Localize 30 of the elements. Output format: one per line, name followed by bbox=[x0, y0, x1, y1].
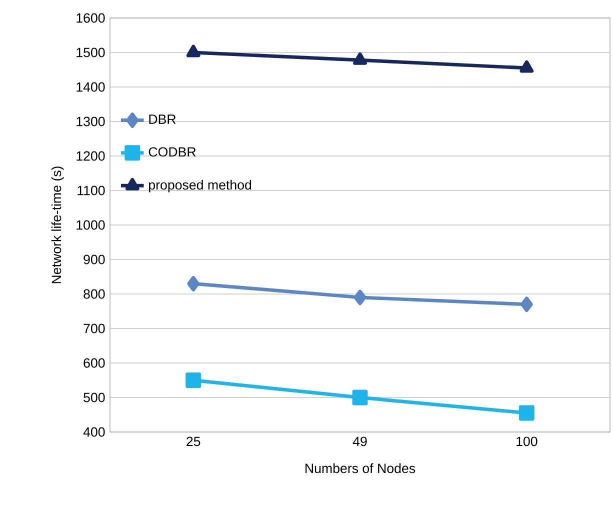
y-tick-label: 1600 bbox=[76, 13, 105, 23]
y-tick-label: 1400 bbox=[76, 82, 105, 92]
point bbox=[353, 52, 367, 65]
x-tick-label: 25 bbox=[186, 436, 200, 446]
y-tick-label: 800 bbox=[84, 289, 105, 299]
y-tick-label: 600 bbox=[84, 358, 105, 368]
y-tick-label: 900 bbox=[84, 254, 105, 264]
x-axis-title: Numbers of Nodes bbox=[306, 463, 416, 474]
y-tick-label: 400 bbox=[83, 427, 105, 437]
point bbox=[187, 276, 200, 292]
legend-label: DBR bbox=[149, 114, 176, 124]
y-axis-title: Network life-time (s) bbox=[51, 166, 64, 284]
legend-label: CODBR bbox=[148, 147, 196, 157]
y-tick-label: 1200 bbox=[76, 151, 105, 161]
point bbox=[354, 290, 366, 306]
x-tick-label: 100 bbox=[516, 436, 538, 446]
y-tick-label: 1100 bbox=[78, 186, 105, 196]
point bbox=[352, 390, 368, 406]
y-tick-label: 700 bbox=[84, 324, 105, 334]
point bbox=[186, 372, 202, 388]
y-tick-label: 500 bbox=[84, 392, 105, 402]
y-tick-label: 1300 bbox=[76, 116, 105, 126]
point bbox=[518, 405, 534, 421]
legend-label: proposed method bbox=[149, 180, 252, 192]
point bbox=[520, 60, 534, 73]
point bbox=[520, 296, 533, 312]
y-tick-label: 1500 bbox=[76, 48, 105, 58]
point bbox=[186, 44, 200, 58]
x-tick-label: 49 bbox=[352, 436, 367, 446]
y-tick-label: 1000 bbox=[76, 220, 105, 230]
